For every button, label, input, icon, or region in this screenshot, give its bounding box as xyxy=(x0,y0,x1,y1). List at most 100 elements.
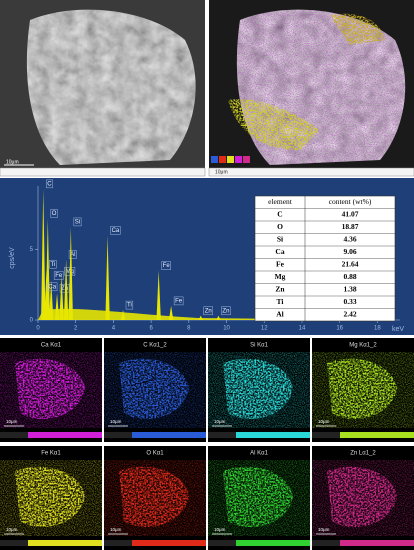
table-cell: 41.07 xyxy=(342,209,359,218)
map-label: Zn Lα1_2 xyxy=(350,451,376,457)
color-bar-dark xyxy=(208,540,236,546)
map-region xyxy=(119,466,189,528)
peak-label: Zn xyxy=(205,308,212,314)
peak-label-box xyxy=(59,283,70,293)
peak-label-box xyxy=(161,261,171,270)
peak-label: Ti xyxy=(50,262,55,268)
peak xyxy=(63,259,69,320)
peak-label-box xyxy=(110,226,121,235)
peak-label: Al xyxy=(70,252,75,258)
y-axis-label: cps/eV xyxy=(9,247,16,269)
x-axis-label: keV xyxy=(392,326,404,333)
peak xyxy=(59,276,64,320)
peak xyxy=(168,305,174,320)
x-tick-label: 12 xyxy=(261,326,268,332)
peak xyxy=(198,315,203,320)
color-bar xyxy=(28,432,102,438)
element-legend xyxy=(211,156,250,163)
peak xyxy=(156,270,161,320)
peak-label-box xyxy=(221,306,231,316)
color-bar-dark xyxy=(0,540,28,546)
table-cell: 9.06 xyxy=(343,247,356,256)
scale-bar: 10μm xyxy=(214,527,226,532)
map-region xyxy=(119,358,189,420)
map-label: Si Kα1 xyxy=(250,343,268,349)
map-region xyxy=(223,358,293,420)
table-cell: 1.38 xyxy=(343,284,356,293)
x-tick-label: 4 xyxy=(112,326,116,332)
composition-table: element content (wt%) C 41.07 O 18.87 Si 4.36 Ca… xyxy=(254,195,396,322)
x-tick-label: 10 xyxy=(223,326,230,332)
peak-label: Zn xyxy=(61,286,68,292)
peak-label-box xyxy=(73,217,82,227)
background-continuum xyxy=(38,308,400,320)
peak-label-box xyxy=(53,271,64,280)
scale-bar: 10μm xyxy=(318,419,330,424)
map-region xyxy=(327,358,397,420)
table-cell: 2.42 xyxy=(343,309,356,318)
table-cell: 0.33 xyxy=(343,297,356,306)
peak-label: Fe xyxy=(175,298,183,304)
peak-label-box xyxy=(125,300,134,310)
table-cell: C xyxy=(277,209,282,218)
x-tick-label: 14 xyxy=(299,326,306,332)
peak-label-box xyxy=(46,179,53,189)
table-cell: Zn xyxy=(275,284,285,293)
map-label: C Kα1_2 xyxy=(143,343,167,349)
peak-label-box xyxy=(50,209,58,218)
y-tick-label: 0 xyxy=(30,318,34,324)
peak-label: Ti xyxy=(127,303,132,309)
table-cell: content (wt%) xyxy=(329,197,372,206)
scale-bar: 10μm xyxy=(6,527,18,532)
color-bar-dark xyxy=(312,432,340,438)
peak xyxy=(54,293,60,320)
peak-label-box xyxy=(203,306,213,316)
peak-label-box xyxy=(49,259,57,269)
table-cell: Mg xyxy=(275,272,286,281)
color-bar-dark xyxy=(208,432,236,438)
table-cell: Si xyxy=(277,234,283,243)
x-tick-label: 8 xyxy=(187,326,191,332)
map-region xyxy=(15,358,85,420)
peak xyxy=(105,235,110,320)
table-cell: 0.88 xyxy=(343,272,356,281)
x-tick-label: 18 xyxy=(374,326,381,332)
scale-bar: 10μm xyxy=(318,527,330,532)
sem-color xyxy=(208,0,414,177)
map-label: O Kα1 xyxy=(146,451,164,457)
color-bar-dark xyxy=(0,432,28,438)
color-bar-dark xyxy=(312,540,340,546)
table-cell: Ti xyxy=(277,297,284,306)
color-bar xyxy=(28,540,102,546)
color-bar-dark xyxy=(104,432,132,438)
peak-label-box xyxy=(173,296,184,306)
color-bar xyxy=(132,432,206,438)
table-cell: O xyxy=(277,222,283,231)
table-cell: 18.87 xyxy=(342,222,359,231)
table-cell: 4.36 xyxy=(343,234,356,243)
peak-label: Si xyxy=(75,219,80,225)
sem-gray xyxy=(0,0,206,177)
peak-label: Fe xyxy=(163,263,171,269)
peak xyxy=(41,188,46,320)
color-bar-dark xyxy=(104,540,132,546)
scale-bar: 10μm xyxy=(215,169,228,175)
scale-bar: 10μm xyxy=(110,527,122,532)
map-region xyxy=(15,466,85,528)
color-bar xyxy=(340,540,414,546)
peak-label: Ca xyxy=(112,228,120,234)
scale-bar: 10μm xyxy=(110,419,122,424)
color-bar xyxy=(340,432,414,438)
color-bar xyxy=(236,432,310,438)
table-cell: element xyxy=(268,197,293,206)
peak xyxy=(68,226,74,320)
peak xyxy=(48,280,54,320)
map-label: Al Kα1 xyxy=(250,451,268,457)
peak-label: Ca xyxy=(48,284,56,290)
table-cell: 21.64 xyxy=(342,259,359,268)
peak-label: Mg xyxy=(66,269,74,275)
element-maps: Ca Kα1 10μm C Kα1_2 10μm Si Kα1 10μm Mg Kα1_2 1… xyxy=(0,338,414,550)
scale-bar: 10μm xyxy=(214,419,226,424)
color-bar xyxy=(236,540,310,546)
